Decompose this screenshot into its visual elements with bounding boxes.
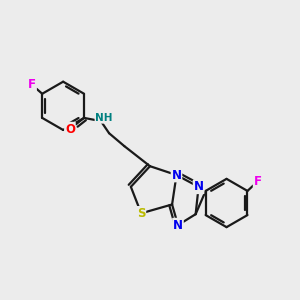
Text: NH: NH (95, 113, 113, 123)
Text: S: S (137, 207, 146, 220)
Text: N: N (172, 169, 182, 182)
Text: F: F (28, 79, 36, 92)
Text: N: N (173, 219, 183, 232)
Text: F: F (254, 175, 262, 188)
Text: N: N (194, 180, 204, 193)
Text: O: O (65, 123, 75, 136)
